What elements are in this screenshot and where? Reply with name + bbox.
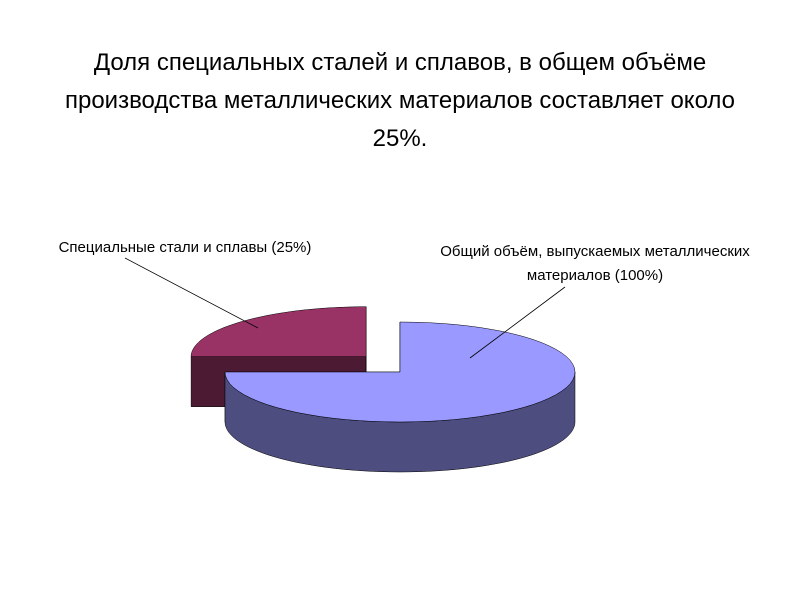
- slice: [224, 321, 576, 423]
- slice: [190, 306, 367, 357]
- slice-label: Специальные стали и сплавы (25%): [58, 239, 312, 256]
- leader-line: [469, 286, 566, 359]
- slice-label: Общий объём, выпускаемых металлических м…: [440, 243, 750, 284]
- chart-title: Доля специальных сталей и сплавов, в общ…: [64, 49, 736, 152]
- leader-line: [124, 257, 259, 329]
